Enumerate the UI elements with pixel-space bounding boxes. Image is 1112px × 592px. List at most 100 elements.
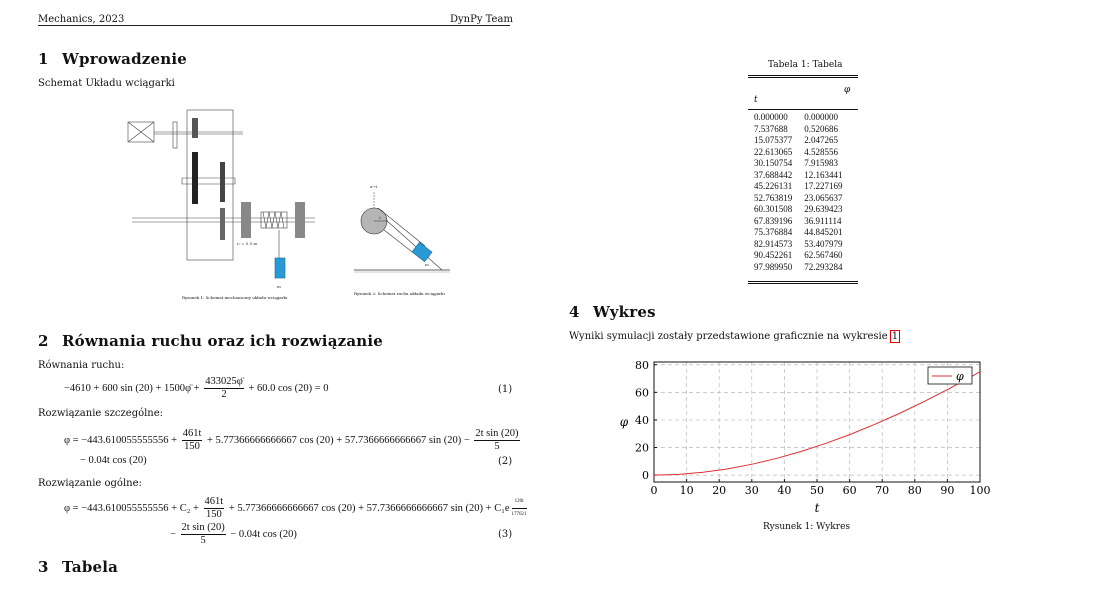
y-tick-label: 40 xyxy=(635,414,649,427)
table-row: 82.914573 53.407979 xyxy=(748,239,849,251)
table-row: 15.075377 2.047265 xyxy=(748,135,849,147)
motion-label: Równania ruchu: xyxy=(38,360,125,371)
x-tick-label: 20 xyxy=(712,484,726,497)
cell-phi: 72.293284 xyxy=(804,261,843,272)
cell-phi: 36.911114 xyxy=(804,215,842,226)
equation-3-number: (3) xyxy=(498,529,513,540)
section-heading-1: 1 Wprowadzenie xyxy=(38,50,187,68)
cell-t: 15.075377 xyxy=(754,135,793,145)
incline-mass xyxy=(411,241,433,263)
table-row: 90.452261 62.567460 xyxy=(748,250,849,262)
gear-2 xyxy=(192,152,198,204)
cell-phi: 29.639423 xyxy=(804,204,843,214)
table-row: 67.839196 36.911114 xyxy=(748,216,849,228)
cell-t: 97.989950 xyxy=(754,261,793,272)
x-tick-label: 40 xyxy=(777,484,791,497)
cell-t: 52.763819 xyxy=(754,192,793,203)
table-row: 60.301508 29.639423 xyxy=(748,204,849,216)
cell-phi: 23.065637 xyxy=(804,192,843,203)
cell-t: 37.688442 xyxy=(754,169,793,180)
winch-schematic-figure: i₂ = 0.5 m m xyxy=(127,109,315,289)
pulley-schematic-figure: x→t r m xyxy=(354,184,450,273)
equation-1: −4610 + 600 sin (20) + 1500φ̈ + 433025φ̈… xyxy=(64,376,329,400)
spring-housing xyxy=(260,211,288,229)
cell-phi: 7.915983 xyxy=(804,158,838,168)
wheel-right xyxy=(295,202,305,238)
x-tick-label: 60 xyxy=(843,484,857,497)
line-chart: 0 10 20 30 40 50 60 70 80 90 100 0 20 40 60 80 t φ φ xyxy=(620,359,991,515)
cell-phi: 44.845201 xyxy=(804,227,843,237)
running-header-right: DynPy Team xyxy=(450,14,513,25)
mass-label-left: m xyxy=(277,284,281,289)
legend-label: φ xyxy=(956,370,964,383)
cell-phi: 53.407979 xyxy=(804,238,843,249)
x-tick-label: 30 xyxy=(745,484,759,497)
plot-sentence: Wyniki symulacji zostały przedstawione g… xyxy=(569,330,901,343)
cell-phi: 2.047265 xyxy=(804,135,838,145)
particular-label: Rozwiązanie szczególne: xyxy=(38,408,164,419)
equation-3: φ = −443.610055555556 + C₂ + 461t 150 + 5… xyxy=(64,496,527,520)
equation-2-continued: − 0.04t cos (20) xyxy=(80,455,147,466)
table-row: 52.763819 23.065637 xyxy=(748,193,849,205)
y-tick-label: 0 xyxy=(642,469,649,482)
table-row: 45.226131 17.227169 xyxy=(748,181,849,193)
svg-text:m: m xyxy=(425,262,429,267)
section-heading-3: 3 Tabela xyxy=(38,558,119,576)
x-tick-label: 70 xyxy=(875,484,889,497)
gear-1 xyxy=(192,118,198,138)
table-row: 30.150754 7.915983 xyxy=(748,158,849,170)
table-row: 97.989950 72.293284 xyxy=(748,262,849,274)
svg-text:x→t: x→t xyxy=(370,184,378,189)
x-tick-label: 80 xyxy=(908,484,922,497)
cell-t: 45.226131 xyxy=(754,181,793,191)
equation-1-number: (1) xyxy=(498,384,513,395)
cell-t: 7.537688 xyxy=(754,123,788,134)
table-row: 22.613065 4.528556 xyxy=(748,147,849,159)
x-axis-label: t xyxy=(815,501,820,515)
cell-t: 0.000000 xyxy=(754,112,788,122)
x-tick-label: 0 xyxy=(651,484,658,497)
section-heading-4: 4 Wykres xyxy=(569,303,656,321)
table-header-t: t xyxy=(754,95,758,105)
ratio-label: i₂ = 0.5 m xyxy=(237,241,257,246)
table-row: 7.537688 0.520686 xyxy=(748,124,849,136)
cell-t: 90.452261 xyxy=(754,250,793,260)
y-axis-label: φ xyxy=(620,415,629,429)
figure-reference-link[interactable]: 1 xyxy=(889,330,901,343)
table-row: 75.376884 44.845201 xyxy=(748,227,849,239)
cell-t: 67.839196 xyxy=(754,215,793,226)
cell-phi: 12.163441 xyxy=(804,169,843,180)
gear-4 xyxy=(220,208,225,240)
cell-t: 30.150754 xyxy=(754,158,793,168)
hanging-mass xyxy=(274,257,286,279)
data-table: 0.000000 0.000000 7.537688 0.520686 15.07537… xyxy=(748,112,849,273)
cell-phi: 4.528556 xyxy=(804,146,838,157)
cell-t: 75.376884 xyxy=(754,227,793,237)
section-heading-2: 2 Równania ruchu oraz ich rozwiązanie xyxy=(38,332,383,350)
table-row: 37.688442 12.163441 xyxy=(748,170,849,182)
general-label: Rozwiązanie ogólne: xyxy=(38,478,142,489)
table-header-phi: φ xyxy=(844,85,851,95)
running-header-left: Mechanics, 2023 xyxy=(38,14,125,25)
series-line xyxy=(653,371,981,476)
frame-rect xyxy=(186,109,234,261)
figure-right-caption: Rysunek 2: Schemat ruchu układu wciągark… xyxy=(354,291,445,296)
cell-t: 82.914573 xyxy=(754,238,793,249)
x-tick-label: 100 xyxy=(970,484,991,497)
y-tick-label: 20 xyxy=(635,442,649,455)
y-tick-label: 60 xyxy=(635,386,649,399)
table-caption: Tabela 1: Tabela xyxy=(768,60,843,70)
cell-t: 60.301508 xyxy=(754,204,793,214)
cell-phi: 0.000000 xyxy=(804,112,838,122)
x-tick-label: 90 xyxy=(940,484,954,497)
cell-t: 22.613065 xyxy=(754,146,793,157)
x-tick-label: 50 xyxy=(810,484,824,497)
table-row: 0.000000 0.000000 xyxy=(748,112,849,124)
gear-3 xyxy=(220,162,225,202)
chart-caption: Rysunek 1: Wykres xyxy=(763,522,851,532)
svg-text:r: r xyxy=(379,215,381,220)
wheel-left xyxy=(241,202,251,238)
x-tick-label: 10 xyxy=(680,484,694,497)
equation-3-continued: − 2t sin (20) 5 − 0.04t cos (20) xyxy=(170,522,297,546)
equation-2-number: (2) xyxy=(498,456,513,467)
